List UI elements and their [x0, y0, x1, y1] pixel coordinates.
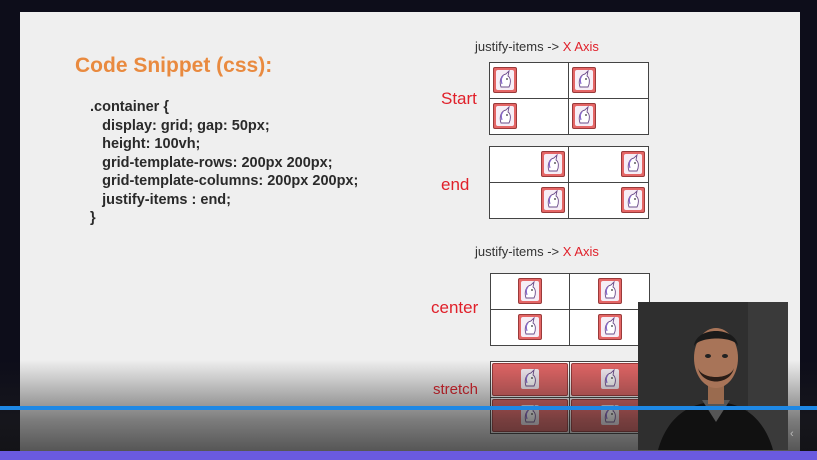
- code-line: grid-template-rows: 200px 200px;: [90, 154, 333, 171]
- unicorn-icon: [621, 151, 645, 178]
- unicorn-icon: [518, 314, 542, 341]
- code-line: height: 100vh;: [90, 136, 201, 152]
- unicorn-icon: [541, 187, 565, 214]
- unicorn-icon: [597, 314, 622, 341]
- unicorn-icon: [597, 278, 622, 305]
- grid-cell: [569, 183, 648, 219]
- grid-cell: [490, 63, 569, 99]
- heading-axis: X Axis: [562, 39, 599, 54]
- diagram-top-heading: justify-items -> X Axis: [475, 39, 599, 54]
- heading-axis: X Axis: [562, 244, 599, 259]
- code-line: .container {: [90, 99, 169, 115]
- code-line: justify-items : end;: [90, 191, 231, 208]
- code-block: .container { display: grid; gap: 50px; h…: [90, 98, 358, 228]
- chevron-left-icon[interactable]: ‹: [790, 428, 794, 440]
- video-progress-fill: [0, 406, 817, 410]
- grid-cell: [491, 309, 570, 345]
- grid-cell: [570, 310, 649, 346]
- grid-cell: [490, 182, 569, 218]
- video-progress-bar[interactable]: [0, 406, 817, 410]
- label-end: end: [441, 175, 470, 194]
- label-start: Start: [441, 89, 477, 108]
- label-center: center: [431, 298, 479, 317]
- code-line: grid-template-columns: 200px 200px;: [90, 173, 359, 189]
- grid-cell: [569, 63, 648, 99]
- heading-prefix: justify-items ->: [475, 244, 560, 259]
- snippet-title: Code Snippet (css):: [75, 54, 273, 77]
- grid-center: [490, 273, 650, 346]
- grid-cell: [490, 147, 569, 183]
- bottom-bar: [0, 451, 817, 460]
- unicorn-icon: [541, 151, 565, 178]
- grid-end: [489, 146, 649, 219]
- grid-cell: [570, 274, 649, 310]
- presenter-webcam: [638, 302, 788, 450]
- grid-cell: [490, 98, 569, 134]
- unicorn-icon: [518, 278, 542, 305]
- unicorn-icon: [493, 67, 517, 94]
- presenter-figure-icon: [638, 302, 788, 450]
- grid-cell: [569, 147, 648, 183]
- grid-cell: [491, 274, 570, 310]
- heading-prefix: justify-items ->: [475, 39, 560, 54]
- unicorn-icon: [493, 103, 517, 130]
- grid-cell: [569, 99, 648, 135]
- code-line: display: grid; gap: 50px;: [90, 117, 270, 134]
- unicorn-icon: [572, 103, 596, 130]
- grid-start: [489, 62, 649, 135]
- code-line: }: [90, 210, 96, 226]
- unicorn-icon: [621, 187, 645, 214]
- unicorn-icon: [572, 67, 596, 94]
- diagram-bottom-heading: justify-items -> X Axis: [475, 244, 599, 259]
